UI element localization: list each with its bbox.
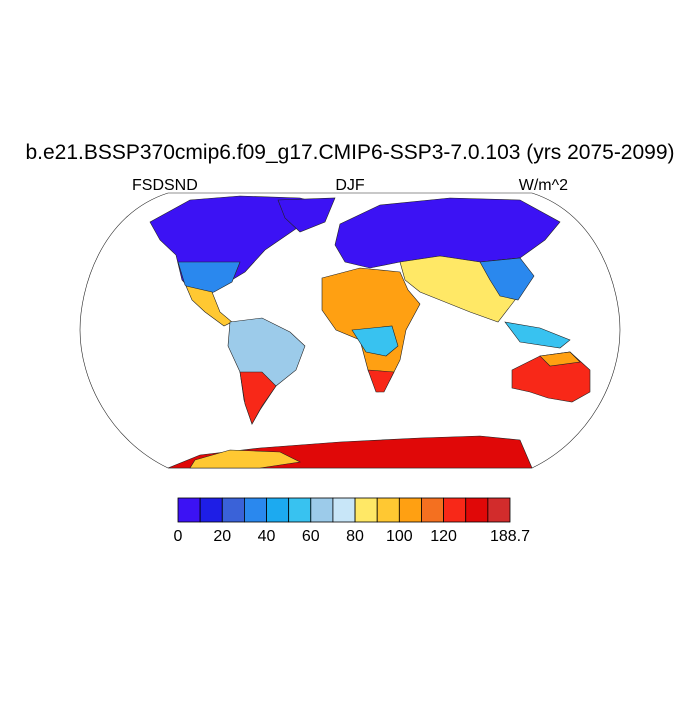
australia-north — [539, 351, 581, 367]
colorbar-label: 120 — [430, 528, 457, 545]
greenland — [277, 197, 336, 233]
antarctica-peninsula — [189, 449, 301, 469]
africa-south — [367, 369, 395, 393]
right-label: W/m^2 — [519, 177, 568, 194]
colorbar-box — [310, 497, 334, 523]
colorbar-label: 188.7 — [490, 528, 530, 545]
colorbar-box — [266, 497, 290, 523]
south-america-south — [239, 371, 277, 425]
colorbar-label: 0 — [174, 528, 183, 545]
maritime-asia — [504, 321, 571, 349]
colorbar-label: 20 — [213, 528, 231, 545]
colorbar-box — [398, 497, 422, 523]
colorbar-box — [332, 497, 356, 523]
colorbar-label: 40 — [258, 528, 276, 545]
africa-center — [351, 325, 399, 357]
colorbar-box — [288, 497, 312, 523]
colorbar-box — [421, 497, 445, 523]
colorbar-box — [221, 497, 245, 523]
colorbar: 0 20 40 60 80 100 120 188.7 — [174, 497, 530, 545]
colorbar-box — [177, 497, 201, 523]
colorbar-box — [376, 497, 400, 523]
colorbar-label: 100 — [386, 528, 413, 545]
colorbar-box — [465, 497, 489, 523]
left-label: FSDSND — [132, 177, 198, 194]
colorbar-box — [487, 497, 511, 523]
colorbar-label: 80 — [346, 528, 364, 545]
asia-east — [479, 257, 535, 301]
center-label: DJF — [335, 177, 365, 194]
colorbar-box — [354, 497, 378, 523]
colorbar-box — [199, 497, 223, 523]
title: b.e21.BSSP370cmip6.f09_g17.CMIP6-SSP3-7.… — [25, 141, 674, 164]
map — [79, 192, 621, 469]
colorbar-label: 60 — [302, 528, 320, 545]
colorbar-box — [243, 497, 267, 523]
colorbar-box — [443, 497, 467, 523]
central-america — [185, 285, 233, 327]
